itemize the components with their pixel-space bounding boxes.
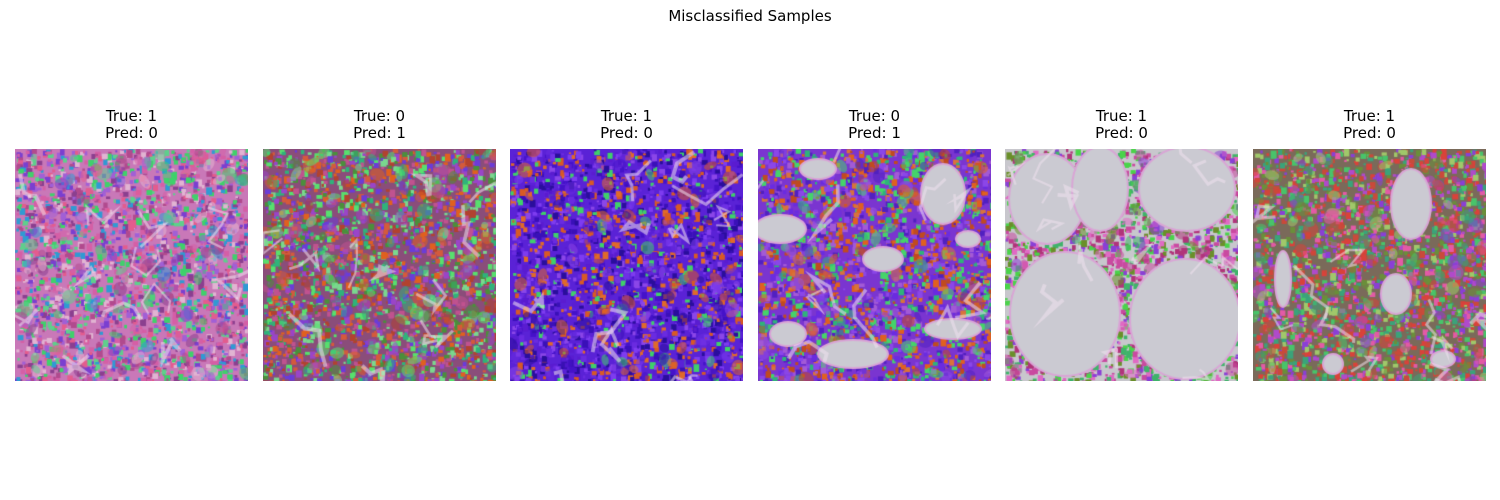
sample-panel-2-title: True: 0 Pred: 1: [263, 108, 496, 142]
sample-panel-3-title: True: 1 Pred: 0: [510, 108, 743, 142]
pred-label: Pred: 1: [848, 124, 901, 142]
true-label: True: 1: [105, 107, 158, 125]
sample-panel-5-title: True: 1 Pred: 0: [1005, 108, 1238, 142]
pred-label: Pred: 0: [1095, 124, 1148, 142]
true-label: True: 1: [600, 107, 653, 125]
sample-image-2: [263, 149, 496, 381]
pred-label: Pred: 0: [1343, 124, 1396, 142]
sample-panel-6-title: True: 1 Pred: 0: [1253, 108, 1486, 142]
true-label: True: 0: [848, 107, 901, 125]
sample-panel-1: True: 1 Pred: 0: [15, 0, 248, 500]
sample-panel-5: True: 1 Pred: 0: [1005, 0, 1238, 500]
sample-panel-3: True: 1 Pred: 0: [510, 0, 743, 500]
sample-image-5: [1005, 149, 1238, 381]
pred-label: Pred: 0: [105, 124, 158, 142]
sample-panel-1-title: True: 1 Pred: 0: [15, 108, 248, 142]
pred-label: Pred: 1: [353, 124, 406, 142]
figure-title: Misclassified Samples: [668, 7, 832, 25]
sample-image-4: [758, 149, 991, 381]
sample-image-1: [15, 149, 248, 381]
sample-image-3: [510, 149, 743, 381]
sample-panel-2: True: 0 Pred: 1: [263, 0, 496, 500]
sample-panel-4: True: 0 Pred: 1: [758, 0, 991, 500]
sample-image-6: [1253, 149, 1486, 381]
sample-panel-4-title: True: 0 Pred: 1: [758, 108, 991, 142]
true-label: True: 1: [1095, 107, 1148, 125]
pred-label: Pred: 0: [600, 124, 653, 142]
sample-panel-6: True: 1 Pred: 0: [1253, 0, 1486, 500]
true-label: True: 1: [1343, 107, 1396, 125]
true-label: True: 0: [353, 107, 406, 125]
